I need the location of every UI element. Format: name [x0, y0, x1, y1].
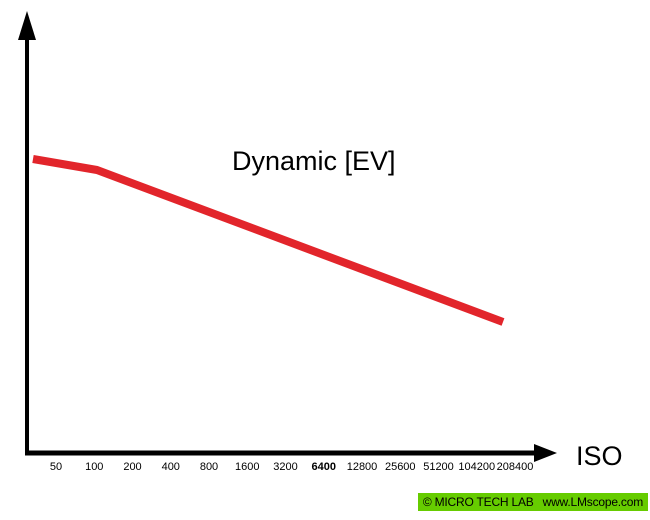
x-tick-label-1600: 1600	[235, 461, 260, 473]
x-tick-label-208400: 208400	[496, 461, 534, 473]
y-axis-arrow-icon	[18, 11, 36, 40]
watermark-copyright: © MICRO TECH LAB	[422, 495, 534, 509]
x-tick-label-12800: 12800	[346, 461, 378, 473]
x-tick-label-51200: 51200	[423, 461, 454, 473]
x-axis-label: ISO	[576, 441, 623, 471]
x-tick-label-104200: 104200	[458, 461, 496, 473]
x-tick-label-100: 100	[85, 461, 104, 473]
x-tick-label-50: 50	[49, 461, 63, 473]
chart-title: Dynamic [EV]	[232, 146, 396, 176]
x-tick-label-6400: 6400	[311, 461, 336, 473]
x-tick-label-25600: 25600	[384, 461, 416, 473]
x-axis-arrow-icon	[534, 444, 557, 462]
x-tick-label-400: 400	[161, 461, 180, 473]
x-tick-label-3200: 3200	[273, 461, 298, 473]
dynamic-range-line	[32, 155, 505, 326]
x-tick-label-200: 200	[123, 461, 142, 473]
watermark-url: www.LMscope.com	[542, 495, 644, 509]
watermark-badge: © MICRO TECH LAB www.LMscope.com	[417, 493, 648, 511]
x-tick-label-800: 800	[199, 461, 219, 473]
